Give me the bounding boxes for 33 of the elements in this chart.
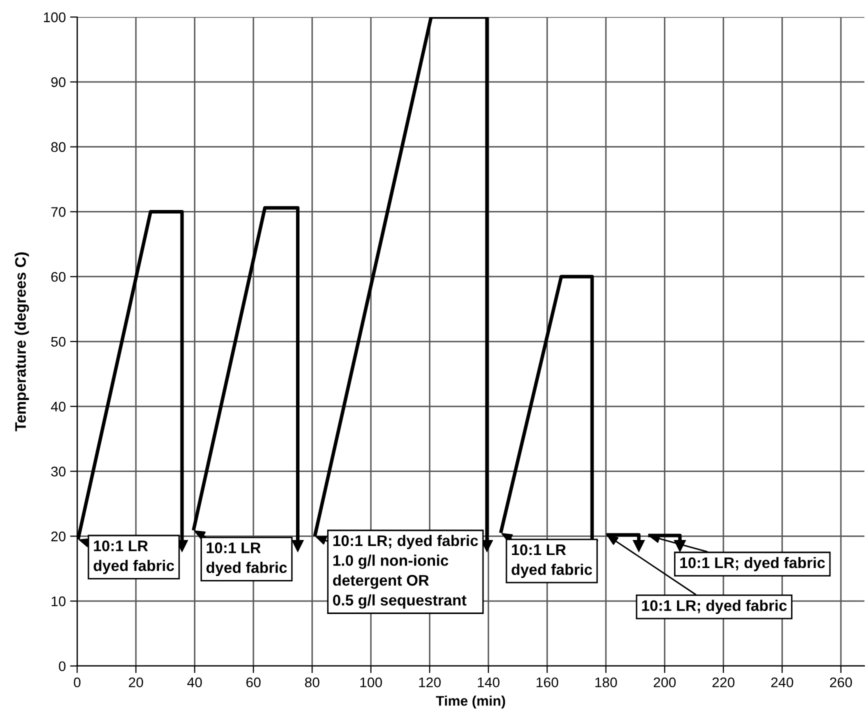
x-tick-label: 80 xyxy=(305,677,320,688)
x-tick-label: 260 xyxy=(830,677,852,688)
x-axis-title: Time (min) xyxy=(436,696,506,709)
x-tick-label: 140 xyxy=(478,677,500,688)
annotation: 10:1 LR dyed fabric xyxy=(206,542,287,576)
y-tick-label: 50 xyxy=(51,336,66,347)
y-tick-label: 30 xyxy=(51,466,66,476)
y-tick-label: 10 xyxy=(52,596,66,606)
y-tick-label: 90 xyxy=(51,77,66,88)
x-tick-label: 160 xyxy=(536,677,558,688)
annotation: 10:1 LR; dyed fabric xyxy=(680,556,825,572)
x-tick-label: 60 xyxy=(246,677,261,688)
y-tick-label: 0 xyxy=(58,661,66,672)
annotation: 10:1 LR dyed fabric xyxy=(512,544,592,578)
x-tick-label: 180 xyxy=(595,677,617,688)
y-tick-label: 100 xyxy=(44,12,66,22)
y-tick-label: 60 xyxy=(51,272,66,282)
y-tick-label: 70 xyxy=(51,207,66,217)
annotation: 10:1 LR dyed fabric xyxy=(94,540,174,574)
x-tick-label: 0 xyxy=(74,677,80,688)
x-tick-label: 220 xyxy=(712,677,734,688)
y-tick-label: 40 xyxy=(50,402,66,412)
x-tick-label: 20 xyxy=(128,677,144,688)
x-tick-label: 40 xyxy=(187,677,202,688)
x-tick-label: 100 xyxy=(360,677,382,688)
y-tick-label: 20 xyxy=(51,532,66,542)
x-tick-label: 200 xyxy=(654,677,676,688)
x-tick-label: 120 xyxy=(419,677,441,688)
y-tick-label: 80 xyxy=(51,142,66,152)
annotation: 10:1 LR; dyed fabric 1.0 g/l non-ionic detergent OR 0.5 g/l sequestrant xyxy=(333,534,478,609)
annotation: 10:1 LR; dyed fabric xyxy=(642,600,787,614)
x-tick-label: 240 xyxy=(771,677,794,688)
y-axis-title: Temperature (degrees C) xyxy=(14,252,29,432)
